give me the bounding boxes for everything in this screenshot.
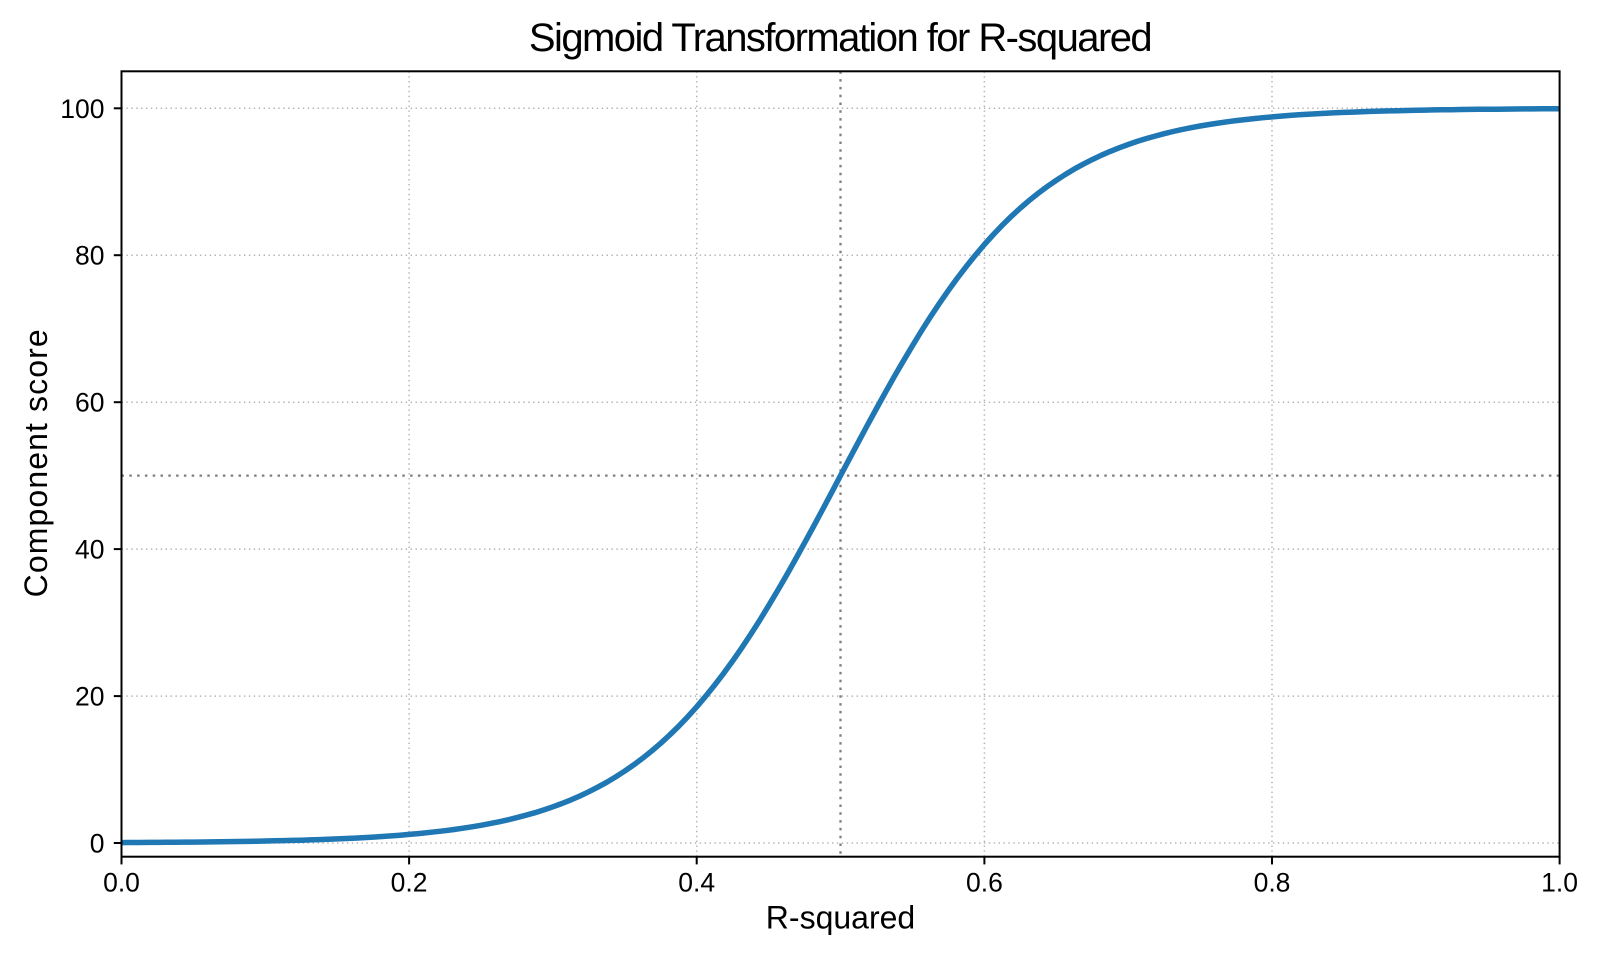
svg-text:80: 80: [75, 241, 104, 271]
svg-text:0.4: 0.4: [678, 868, 715, 898]
svg-text:R-squared: R-squared: [766, 900, 915, 936]
svg-text:20: 20: [75, 682, 104, 712]
svg-text:0.2: 0.2: [391, 868, 428, 898]
svg-text:Component score: Component score: [18, 328, 54, 597]
svg-text:60: 60: [75, 388, 104, 418]
svg-text:0: 0: [90, 829, 105, 859]
svg-text:Sigmoid Transformation for R-s: Sigmoid Transformation for R-squared: [529, 16, 1151, 60]
svg-text:1.0: 1.0: [1541, 868, 1578, 898]
svg-text:40: 40: [75, 535, 104, 565]
svg-text:0.0: 0.0: [103, 868, 140, 898]
svg-text:100: 100: [60, 94, 104, 124]
svg-text:0.6: 0.6: [966, 868, 1003, 898]
svg-text:0.8: 0.8: [1254, 868, 1291, 898]
